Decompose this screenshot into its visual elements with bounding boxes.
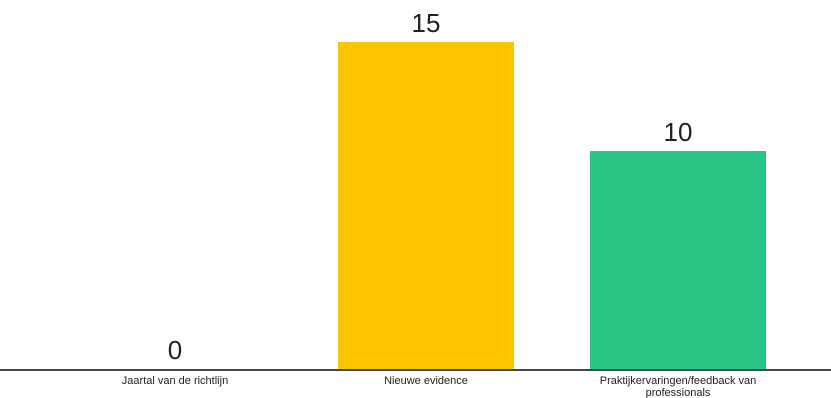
category-label-line: Jaartal van de richtlijn (122, 375, 228, 387)
category-labels-group: Jaartal van de richtlijn Nieuwe evidence P… (122, 375, 756, 398)
value-labels-group: 0 15 10 (168, 8, 693, 365)
bar-2 (338, 42, 514, 369)
value-label-2: 15 (412, 8, 441, 38)
bars-group (338, 42, 766, 369)
category-label-3: Praktijkervaringen/feedback van professio… (600, 375, 757, 398)
category-label-line: Nieuwe evidence (384, 375, 468, 387)
category-label-line: Praktijkervaringen/feedback van (600, 375, 757, 387)
category-label-1: Jaartal van de richtlijn (122, 375, 228, 387)
value-label-1: 0 (168, 335, 182, 365)
category-label-2: Nieuwe evidence (384, 375, 468, 387)
value-label-3: 10 (664, 117, 693, 147)
category-label-line: professionals (646, 387, 711, 398)
bar-3 (590, 151, 766, 369)
